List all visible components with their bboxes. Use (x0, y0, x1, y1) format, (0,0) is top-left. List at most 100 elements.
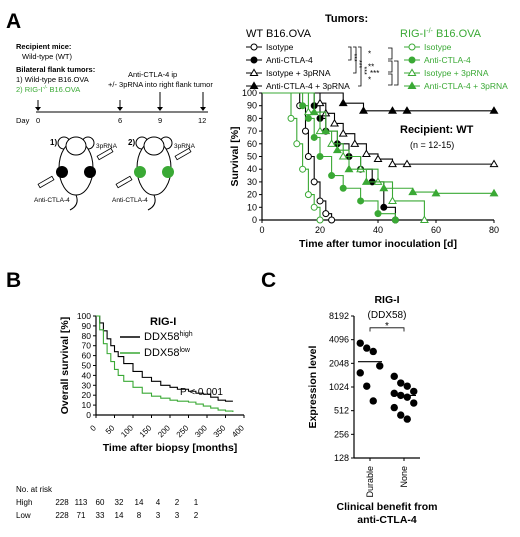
x-tick-label: 20 (315, 225, 325, 235)
flank-line-1: 1) Wild-type B16.OVA (16, 75, 89, 84)
significance-bracket (388, 60, 393, 73)
data-point (397, 379, 405, 387)
y-tick-label: 1024 (329, 382, 349, 392)
data-point (402, 159, 412, 168)
y-tick-label: 128 (334, 453, 349, 463)
flank-title: Bilateral flank tumors: (16, 65, 95, 74)
tumor-wt (84, 166, 96, 178)
chart-a: 0 10 20 30 40 50 60 70 80 90 100 0 20 40 60 80 Time afte… (229, 88, 499, 250)
tumor-ko (162, 166, 174, 178)
injection-ctla4-label: Anti-CTLA-4 (112, 197, 148, 204)
data-point (310, 203, 318, 211)
data-point (361, 177, 371, 185)
data-point (369, 397, 377, 405)
risk-cell: 2 (175, 498, 180, 507)
series-anti-ctla-4-3prna (262, 92, 499, 114)
y-tick-label: 20 (82, 390, 92, 400)
x-axis-label: Time after tumor inoculation [d] (299, 238, 457, 250)
data-point (388, 106, 397, 114)
y-tick-label: 256 (334, 429, 349, 439)
y-tick-label: 60 (247, 139, 257, 149)
timeline-arrows (35, 92, 206, 111)
x-tick-label: 400 (230, 423, 246, 439)
data-point (249, 68, 259, 77)
flank-line-2: 2) RIG-I-/- B16.OVA (16, 85, 80, 94)
legend-label: Anti-CTLA-4 + 3pRNA (266, 81, 350, 91)
data-point (316, 197, 324, 205)
data-point (350, 139, 360, 147)
data-point (304, 153, 312, 160)
x-tick-label: 0 (88, 423, 98, 433)
data-point (287, 114, 295, 122)
data-point (410, 387, 418, 396)
series-line (262, 92, 396, 220)
data-point (419, 215, 429, 224)
mouse-head (65, 136, 87, 156)
injection-ctla4-label: Anti-CTLA-4 (34, 197, 70, 204)
data-point (376, 362, 384, 370)
legend-label: Anti-CTLA-4 + 3pRNA (424, 81, 508, 91)
x-tick-label: 40 (373, 225, 383, 235)
x-tick-label: 80 (489, 225, 499, 235)
data-point (315, 126, 325, 135)
y-tick-label: 30 (247, 177, 257, 187)
data-point (391, 216, 399, 224)
data-point (407, 81, 417, 90)
y-tick-label: 80 (247, 113, 257, 123)
y-tick-label: 50 (82, 361, 92, 371)
risk-cell: 228 (55, 498, 69, 507)
series-isotype-3prna (262, 92, 499, 168)
injection-3prna-label: 3pRNA (174, 143, 196, 150)
legend-label: Isotype (266, 42, 294, 52)
data-point (338, 129, 348, 137)
x-tick-label: 100 (119, 423, 135, 439)
timeline-arrowhead (157, 107, 163, 111)
data-point (402, 106, 412, 114)
data-point (363, 344, 371, 352)
data-point (403, 382, 411, 390)
data-point (363, 382, 371, 390)
y-tick-label: 30 (82, 380, 92, 390)
y-tick-label: 70 (247, 126, 257, 136)
y-axis-label: Survival [%] (229, 126, 241, 186)
recipient-value: Wild-type (WT) (22, 52, 72, 61)
data-point (390, 389, 398, 398)
significance-bracket (369, 327, 405, 332)
data-point (369, 347, 377, 356)
data-point (403, 415, 411, 423)
data-point (310, 133, 318, 141)
x-tick-label: 0 (259, 225, 264, 235)
series-anti-ctla-4-3prna (262, 92, 499, 197)
data-point (338, 151, 348, 160)
data-point (380, 203, 388, 211)
series-line (262, 92, 494, 112)
data-point (309, 107, 319, 116)
y-tick-label: 10 (247, 202, 257, 212)
series-line (96, 315, 234, 413)
data-point (321, 126, 331, 135)
significance-bracket (388, 47, 393, 60)
timeline-day-label: Day (16, 116, 30, 125)
legend-label: Anti-CTLA-4 (266, 55, 313, 65)
significance-stars: ** (368, 63, 374, 72)
data-point (410, 399, 418, 407)
mouse-illustration-1: 1) 3pRNA Anti-CTLA-4 (34, 136, 118, 211)
data-point (489, 106, 499, 114)
x-tick-label: 250 (175, 423, 191, 439)
y-tick-label: 90 (82, 321, 92, 331)
data-point (357, 197, 365, 205)
treatment-line-2: +/- 3pRNA into right flank tumor (108, 80, 213, 89)
data-point (397, 411, 405, 419)
panel-letter-b: B (6, 269, 21, 292)
risk-cell: 32 (115, 498, 124, 507)
risk-cell: 228 (55, 511, 69, 520)
data-point (397, 391, 405, 400)
legend-label: Isotype + 3pRNA (266, 68, 331, 78)
timeline-day: 0 (36, 116, 40, 125)
data-point (344, 164, 354, 173)
timeline-day: 9 (158, 116, 162, 125)
data-point (303, 107, 313, 116)
risk-row-label: High (16, 498, 32, 507)
legend-label: Isotype + 3pRNA (424, 68, 489, 78)
